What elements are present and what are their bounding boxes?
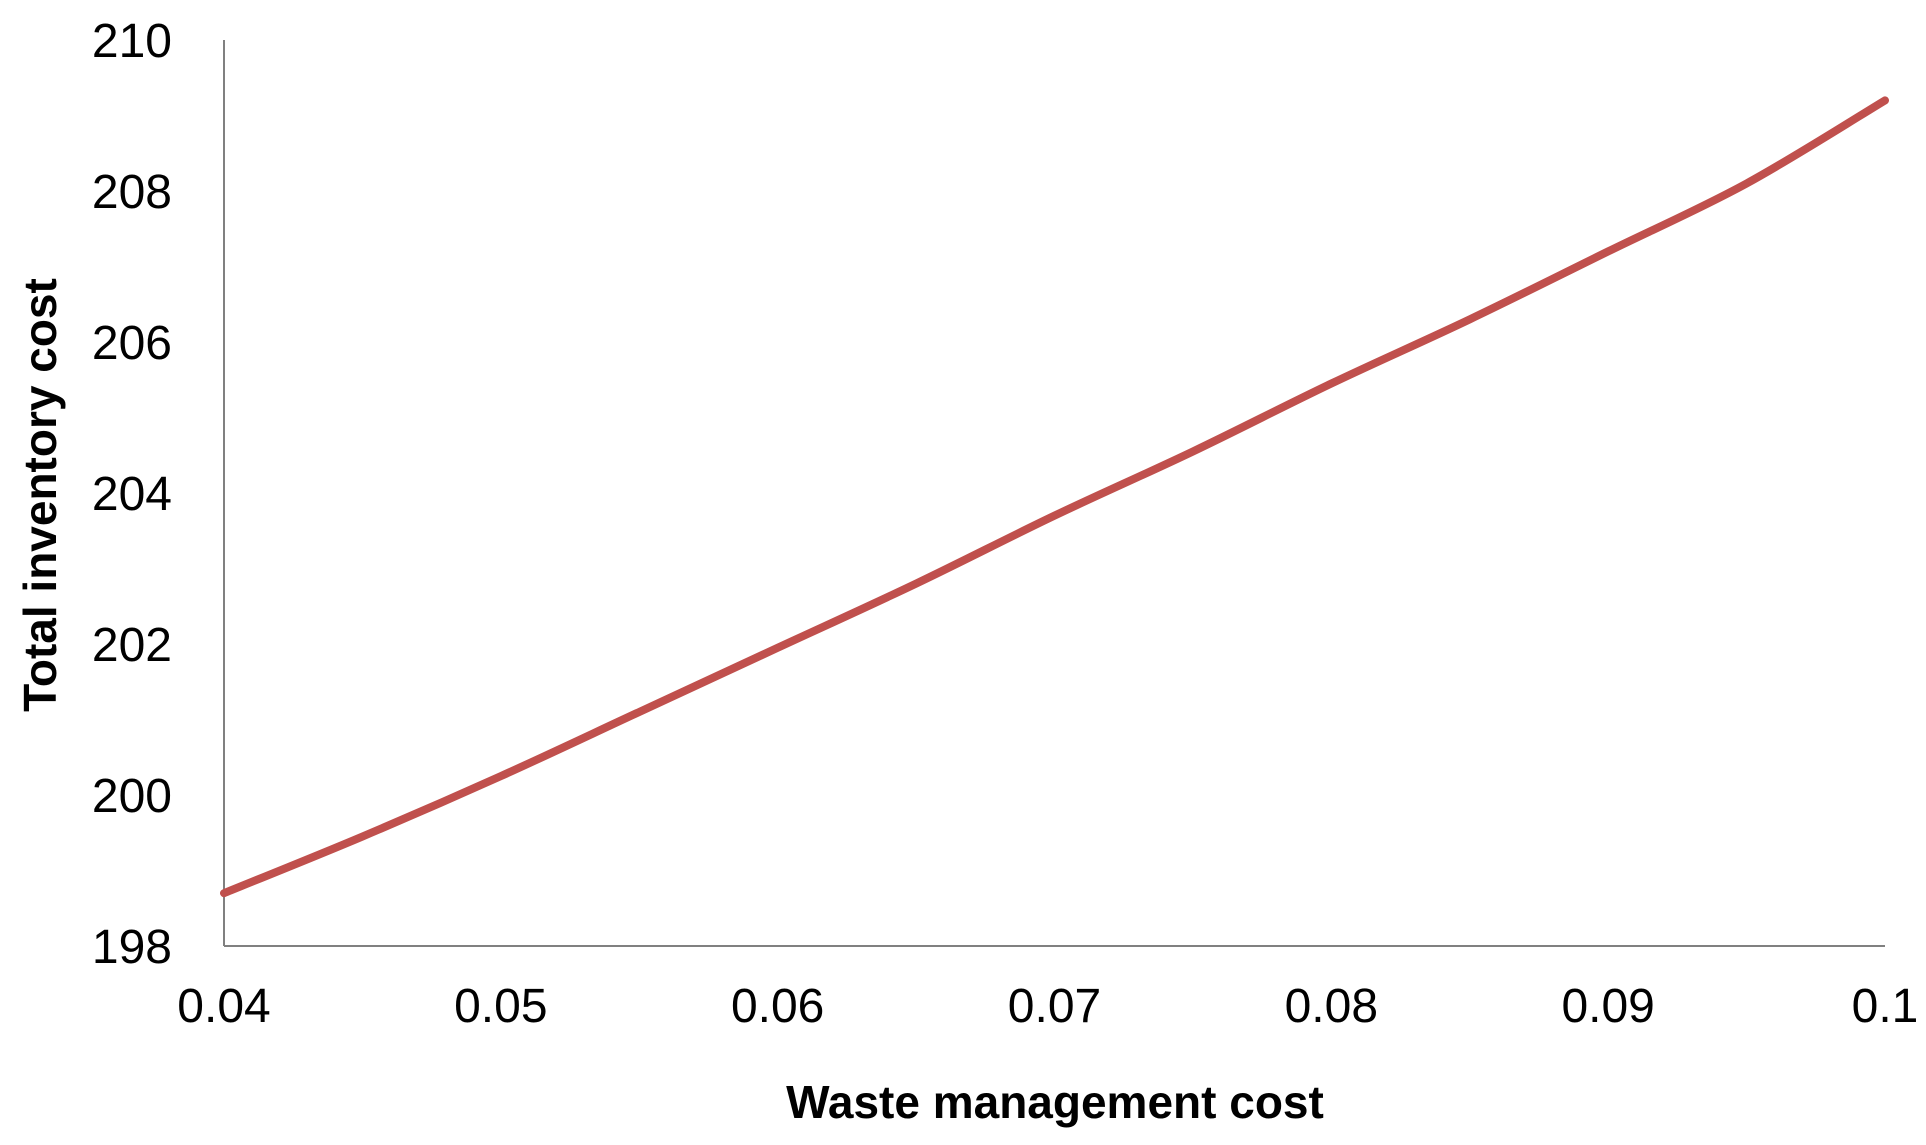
x-tick-label: 0.06 xyxy=(731,980,824,1033)
y-tick-label: 204 xyxy=(92,468,172,521)
y-axis-title: Total inventory cost xyxy=(14,278,66,712)
y-tick-label: 200 xyxy=(92,770,172,823)
series-group xyxy=(220,96,1889,898)
x-tick-label: 0.04 xyxy=(177,980,270,1033)
y-axis-ticks: 198 200 202 204 206 208 210 xyxy=(92,15,172,974)
y-tick-label: 198 xyxy=(92,921,172,974)
x-axis-ticks: 0.04 0.05 0.06 0.07 0.08 0.09 0.1 xyxy=(177,980,1918,1033)
x-tick-label: 0.05 xyxy=(454,980,547,1033)
x-tick-label: 0.07 xyxy=(1008,980,1101,1033)
series-line xyxy=(220,96,1889,898)
x-tick-label: 0.08 xyxy=(1285,980,1378,1033)
x-axis-title: Waste management cost xyxy=(786,1076,1324,1128)
y-tick-label: 210 xyxy=(92,15,172,68)
y-tick-label: 206 xyxy=(92,317,172,370)
y-tick-label: 202 xyxy=(92,619,172,672)
y-tick-label: 208 xyxy=(92,166,172,219)
x-tick-label: 0.1 xyxy=(1852,980,1919,1033)
x-tick-label: 0.09 xyxy=(1561,980,1654,1033)
